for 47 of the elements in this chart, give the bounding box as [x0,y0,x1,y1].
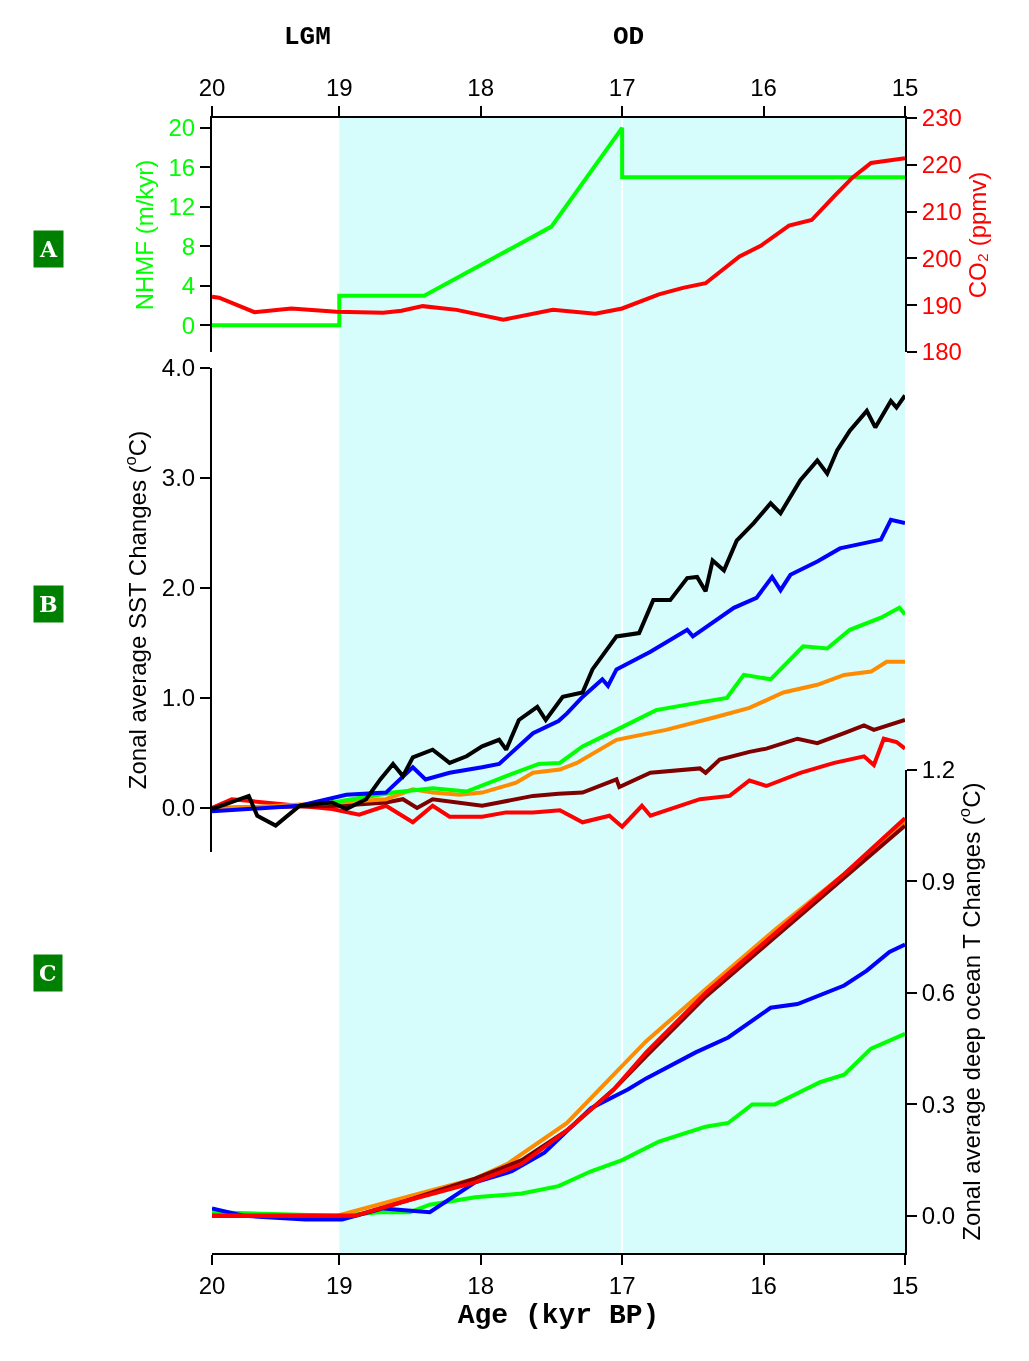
line-series [330,605,905,805]
line-series [212,125,905,328]
y-tick-label: 2.0 [161,574,196,602]
line-series [212,517,905,814]
text: B [39,591,58,617]
x-tick-label: 17 [608,74,636,102]
line-series [212,156,905,322]
x-tick-label: 17 [608,1271,636,1299]
y-tick-label: 20 [168,114,196,142]
x-tick-label: 18 [467,1271,495,1299]
x-tick-label: 15 [891,74,919,102]
x-axis-title: Age (kyr BP) [457,1300,660,1332]
y2-tick-label: 220 [921,151,962,179]
x-tick-label: 15 [891,1271,919,1299]
y2-tick-label: 180 [921,338,962,366]
y-tick-label: 8 [181,232,196,260]
y-tick-label: 3.0 [161,464,196,492]
text: C [39,960,57,986]
text: OD [613,22,645,52]
text: LGM [284,22,331,52]
y-tick-label: 0.0 [161,794,196,822]
y2-tick-label: 200 [921,244,962,272]
x-tick-label: 19 [325,1271,353,1299]
x-tick-label: 16 [750,74,777,102]
x-tick-label: 18 [467,74,495,102]
x-tick-label: 19 [325,74,353,102]
y2-tick-label: 0.9 [921,867,956,895]
y2-tick-label: 210 [921,198,962,225]
x-tick-label: 20 [198,1271,226,1299]
y-tick-label: 4 [181,272,196,300]
x-tick-label: 20 [198,74,226,102]
y2-tick-label: 0.6 [921,979,956,1007]
y2-tick-label: 0.0 [921,1202,956,1230]
y2-tick-label: 190 [921,291,962,319]
y2-axis-title: CO₂ (ppmv) [963,171,991,299]
x-tick-label: 16 [750,1271,777,1299]
y2-tick-label: 1.2 [921,756,956,784]
y-tick-label: 1.0 [161,684,196,712]
y-tick-label: 4.0 [161,354,196,382]
line-series [212,736,905,829]
y2-tick-label: 230 [921,104,962,132]
y2-tick-label: 0.3 [921,1090,956,1118]
y-tick-label: 12 [168,193,196,221]
y-tick-label: 0 [181,311,196,339]
y-axis-title: NHMF (m/kyr) [131,159,159,311]
text: A [39,236,58,262]
y-tick-label: 16 [168,153,196,181]
